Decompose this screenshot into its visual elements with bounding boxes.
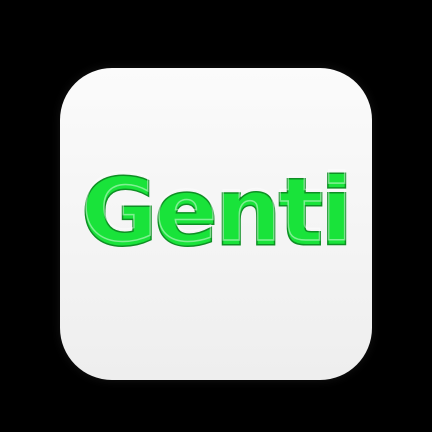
genti-logo: Genti Genti [84,160,348,268]
logo-wordmark-highlight: Genti [84,160,348,262]
genti-app-icon[interactable]: Genti Genti [60,68,372,380]
logo-wordmark: Genti [84,160,348,266]
